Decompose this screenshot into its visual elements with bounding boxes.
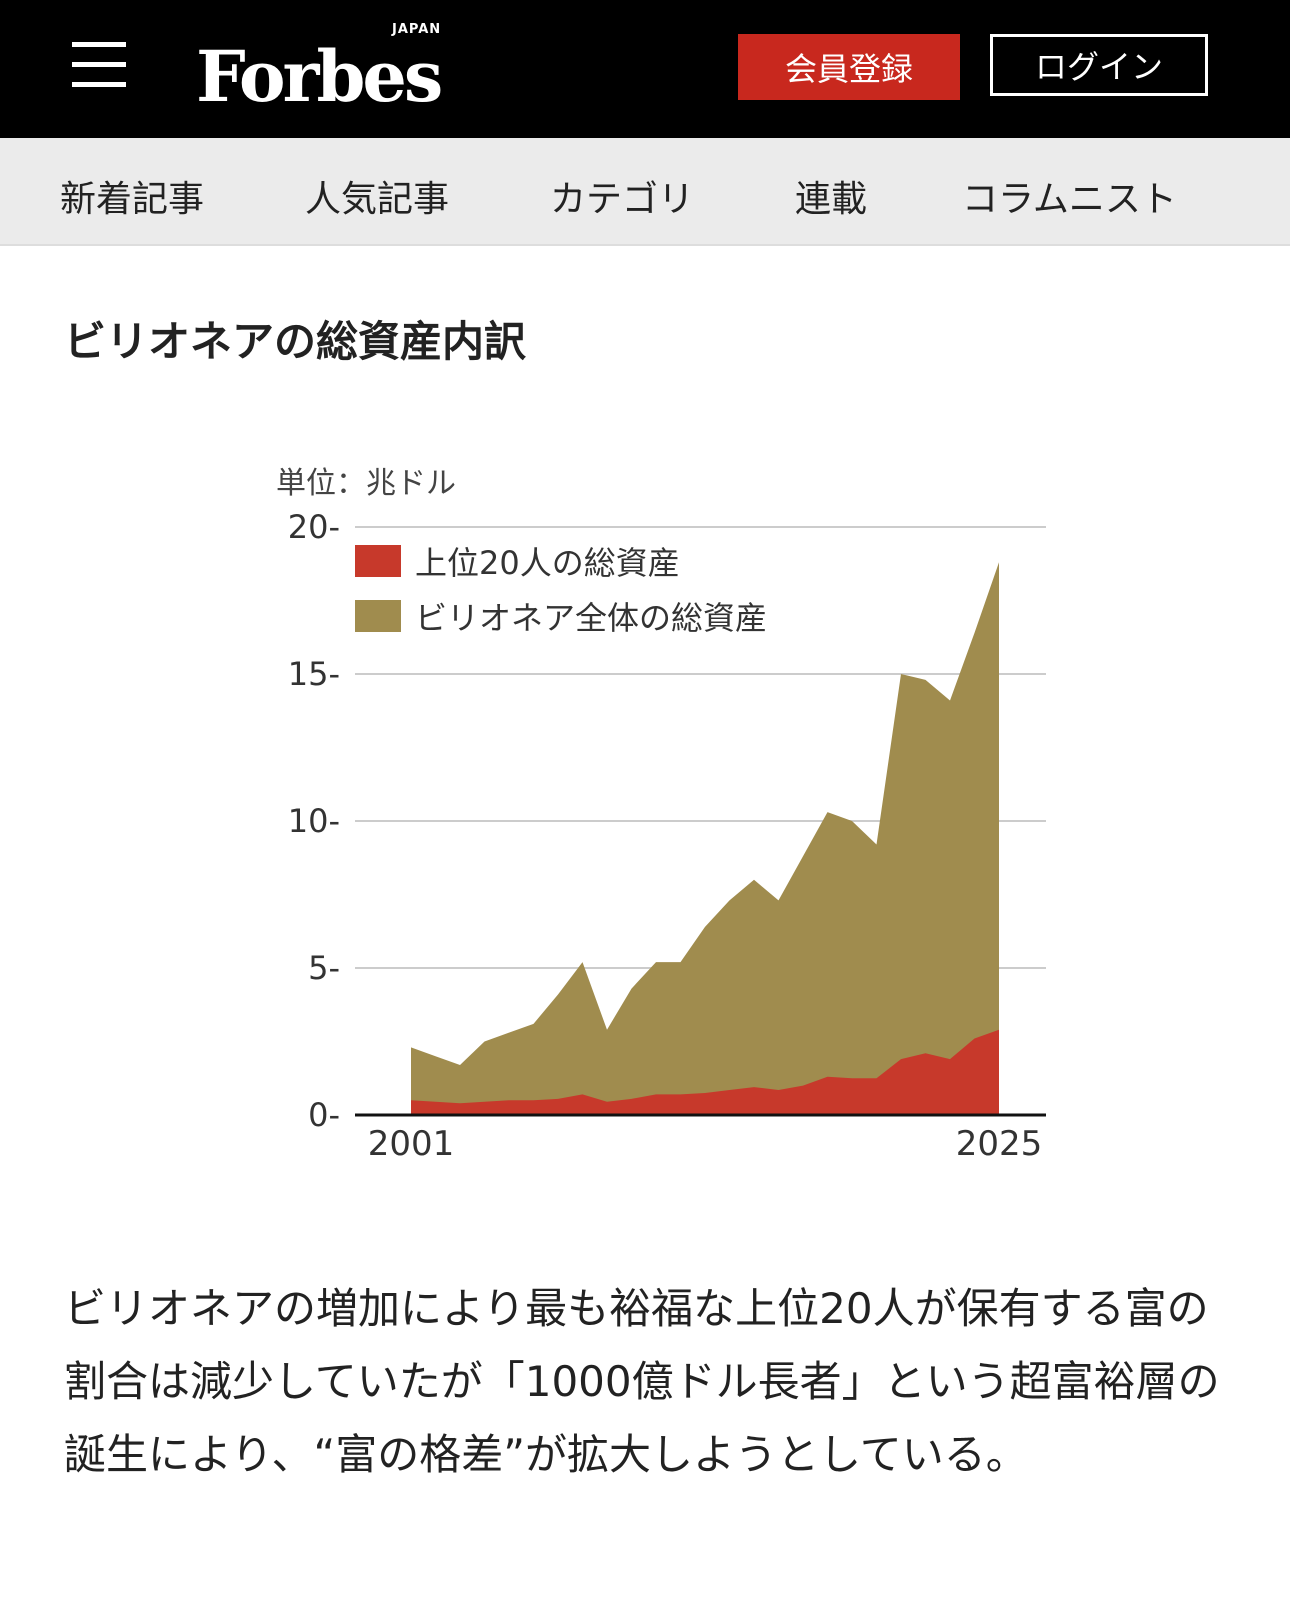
article-paragraph: ビリオネアの増加により最も裕福な上位20人が保有する富の割合は減少していたが「1… xyxy=(64,1284,1220,1479)
nav-popular-articles[interactable]: 人気記事 xyxy=(305,179,450,220)
y-tick-label: 15- xyxy=(288,655,340,693)
nav-columnist[interactable]: コラムニスト xyxy=(962,179,1177,220)
header: Forbes JAPAN 会員登録 ログイン xyxy=(0,0,1290,138)
y-tick-label: 0- xyxy=(308,1096,340,1134)
area-series-1 xyxy=(411,562,999,1115)
y-tick-label: 5- xyxy=(308,949,340,987)
nav-bar: 新着記事 人気記事 カテゴリ 連載 コラムニスト xyxy=(0,138,1290,246)
register-button[interactable]: 会員登録 xyxy=(738,34,960,100)
login-button[interactable]: ログイン xyxy=(990,34,1208,96)
y-tick-label: 20- xyxy=(288,508,340,546)
area-chart: 単位：兆ドル 0- 5- 10- 15- 20- 2001 2025 上位20人の総資産ビリオネ… xyxy=(276,466,1046,1164)
legend-swatch xyxy=(355,545,401,577)
nav-series[interactable]: 連載 xyxy=(795,179,868,220)
unit-label: 単位：兆ドル xyxy=(276,466,456,501)
logo-wordmark: Forbes xyxy=(196,35,443,118)
area-series-0 xyxy=(411,1029,999,1115)
legend-label: ビリオネア全体の総資産 xyxy=(415,599,767,637)
y-tick-label: 10- xyxy=(288,802,340,840)
nav-new-articles[interactable]: 新着記事 xyxy=(60,179,205,220)
legend-swatch xyxy=(355,600,401,632)
forbes-logo[interactable]: Forbes JAPAN xyxy=(196,0,496,138)
nav-category[interactable]: カテゴリ xyxy=(550,179,695,220)
x-tick-label: 2025 xyxy=(956,1124,1043,1164)
page-title: ビリオネアの総資産内訳 xyxy=(64,317,527,366)
x-tick-label: 2001 xyxy=(368,1124,455,1164)
legend-label: 上位20人の総資産 xyxy=(415,544,680,582)
logo-japan: JAPAN xyxy=(392,22,442,37)
hamburger-menu-icon[interactable] xyxy=(72,42,126,90)
